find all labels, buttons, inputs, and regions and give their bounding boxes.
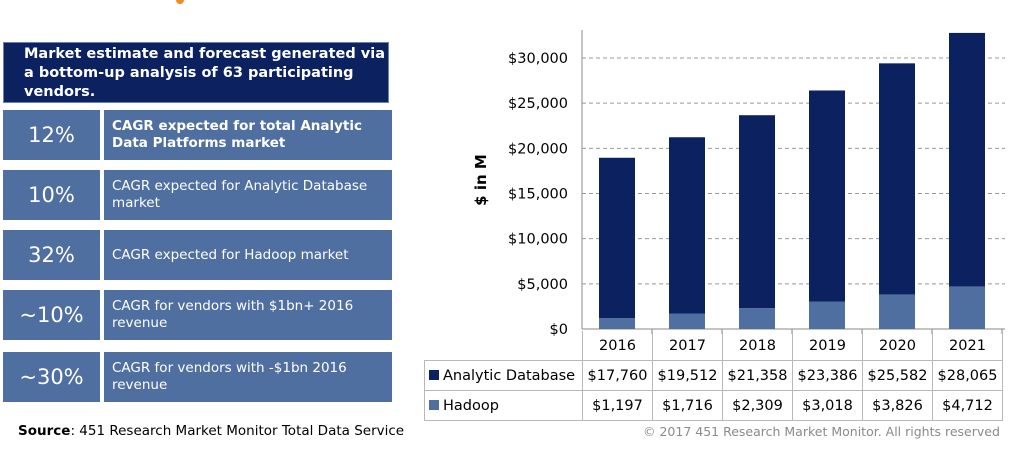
data-table: 2016 2017 2018 2019 2020 2021 Analytic Databas…: [424, 331, 1003, 421]
stat-label-text: CAGR expected for Analytic Database mark…: [112, 178, 368, 211]
stat-label: CAGR expected for Analytic Database mark…: [104, 170, 392, 220]
title-fragment: [176, 0, 184, 4]
data-label: $25,582: [862, 360, 933, 391]
legend-entry: Hadoop: [424, 390, 583, 421]
data-label: $1,716: [652, 390, 723, 421]
x-tick-label: 2017: [652, 331, 723, 361]
x-tick-label: 2020: [862, 331, 933, 361]
y-tick-label: $5,000: [517, 277, 568, 293]
stat-row: 10% CAGR expected for Analytic Database m…: [3, 170, 392, 220]
stat-label: CAGR for vendors with -$1bn 2016 revenue: [104, 352, 392, 402]
legend-swatch-icon: [429, 369, 439, 380]
stat-value: ~10%: [3, 290, 100, 340]
legend-label: Hadoop: [443, 397, 499, 414]
data-label: $1,197: [582, 390, 653, 421]
y-tick-label: $0: [550, 322, 568, 338]
corner-cell: [425, 331, 583, 361]
x-tick-label: 2016: [582, 331, 653, 361]
data-label: $3,018: [792, 390, 863, 421]
y-tick-label: $10,000: [508, 232, 568, 248]
bar-analytic-database: [879, 63, 915, 295]
x-tick-label: 2021: [932, 331, 1003, 361]
data-label: $28,065: [932, 360, 1003, 391]
legend-entry: Analytic Database: [424, 360, 583, 391]
bar-analytic-database: [669, 137, 705, 314]
stat-label-text: CAGR expected for total Analytic Data Pl…: [112, 118, 362, 151]
stat-row: 12% CAGR expected for total Analytic Data…: [3, 110, 392, 160]
stat-label: CAGR expected for total Analytic Data Pl…: [104, 110, 392, 160]
stat-label-text: CAGR for vendors with $1bn+ 2016 revenue: [112, 298, 354, 331]
bar-hadoop: [669, 313, 705, 329]
legend-label: Analytic Database: [443, 367, 576, 384]
table-row: Hadoop $1,197 $1,716 $2,309 $3,018 $3,826 $4,7…: [424, 390, 1003, 421]
data-label: $17,760: [582, 360, 653, 391]
y-axis-label: $ in M: [472, 154, 490, 206]
stat-value: 32%: [3, 230, 100, 280]
y-tick-label: $30,000: [508, 51, 568, 67]
data-label: $21,358: [722, 360, 793, 391]
table-row: Analytic Database $17,760 $19,512 $21,358 $2…: [424, 360, 1003, 391]
data-label: $3,826: [862, 390, 933, 421]
x-tick-label: 2019: [792, 331, 863, 361]
legend-swatch-icon: [429, 399, 439, 410]
summary-text: Market estimate and forecast generated v…: [24, 46, 385, 100]
bar-hadoop: [739, 308, 775, 329]
stat-label-text: CAGR expected for Hadoop market: [112, 246, 349, 263]
stat-value: ~30%: [3, 352, 100, 402]
stat-row: ~30% CAGR for vendors with -$1bn 2016 rev…: [3, 352, 392, 402]
y-tick-label: $25,000: [508, 96, 568, 112]
bar-hadoop: [879, 294, 915, 329]
summary-header: Market estimate and forecast generated v…: [3, 42, 389, 103]
stat-row: 32% CAGR expected for Hadoop market: [3, 230, 392, 280]
x-tick-label: 2018: [722, 331, 793, 361]
source-note: Source: 451 Research Market Monitor Tota…: [18, 423, 404, 439]
data-label: $23,386: [792, 360, 863, 391]
bar-hadoop: [599, 318, 635, 329]
table-header-row: 2016 2017 2018 2019 2020 2021: [425, 331, 1003, 361]
y-tick-label: $15,000: [508, 187, 568, 203]
bar-analytic-database: [739, 115, 775, 309]
bar-hadoop: [949, 286, 985, 329]
stat-value: 12%: [3, 110, 100, 160]
data-label: $2,309: [722, 390, 793, 421]
data-label: $4,712: [932, 390, 1003, 421]
bar-hadoop: [809, 301, 845, 329]
stacked-bar-chart: $0 $5,000 $10,000 $15,000 $20,000 $25,000 $30,…: [472, 30, 1005, 338]
source-label: Source: [18, 423, 71, 439]
stat-label: CAGR expected for Hadoop market: [104, 230, 392, 280]
bar-analytic-database: [809, 90, 845, 302]
copyright: © 2017 451 Research Market Monitor. All …: [643, 424, 1000, 439]
data-label: $19,512: [652, 360, 723, 391]
stat-label-text: CAGR for vendors with -$1bn 2016 revenue: [112, 360, 347, 393]
stat-row: ~10% CAGR for vendors with $1bn+ 2016 rev…: [3, 290, 392, 340]
source-text: : 451 Research Market Monitor Total Data…: [70, 423, 405, 439]
stat-value: 10%: [3, 170, 100, 220]
bar-analytic-database: [949, 32, 985, 287]
y-tick-label: $20,000: [508, 141, 568, 157]
stat-label: CAGR for vendors with $1bn+ 2016 revenue: [104, 290, 392, 340]
bar-analytic-database: [599, 157, 635, 319]
